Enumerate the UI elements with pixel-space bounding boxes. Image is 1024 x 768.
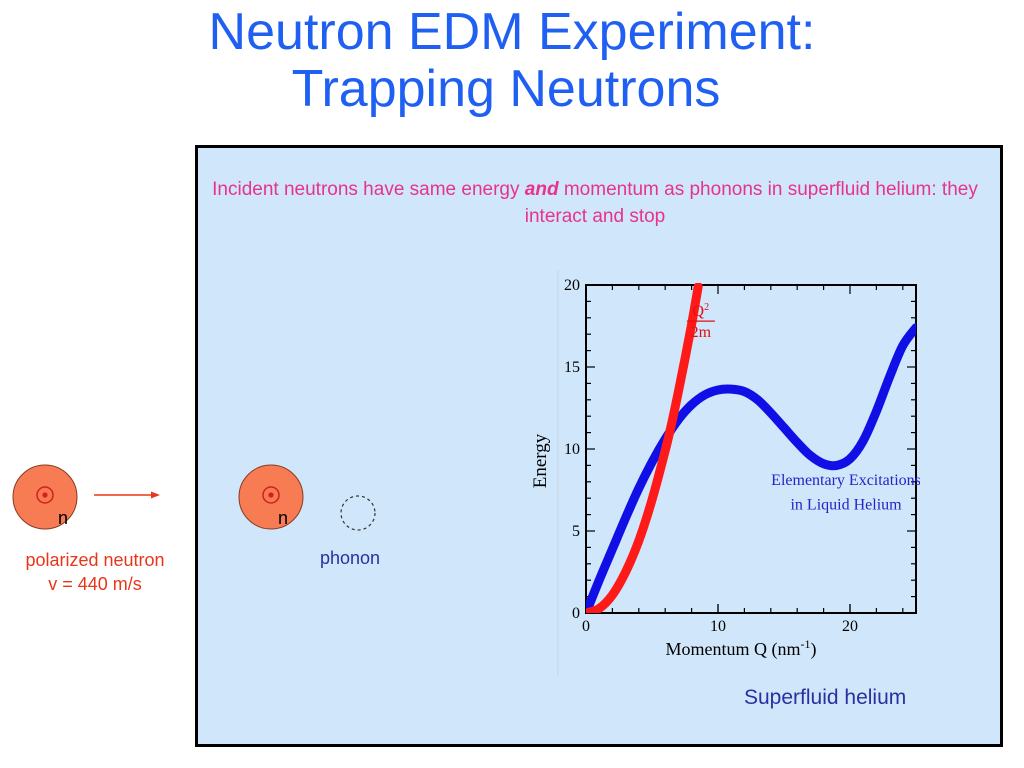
caption-part-2: momentum as phonons in superfluid helium…	[524, 179, 978, 227]
spin-up-icon	[262, 486, 280, 504]
dispersion-chart-svg: 0 5 10 15 20 0 10 20 Momentum Q (nm-1) Energy Q…	[520, 265, 921, 690]
incoming-label-line-1: polarized neutron	[25, 550, 165, 570]
incoming-neutron-label: polarized neutron v = 440 m/s	[0, 548, 190, 596]
y-axis-label: Energy	[530, 433, 551, 488]
x-tick-label: 20	[842, 618, 858, 635]
spin-dot-icon	[268, 492, 274, 498]
x-label-sup: -1	[801, 637, 811, 651]
free-label-numerator: Q2	[693, 302, 710, 320]
caption-emphasis: and	[524, 179, 559, 200]
incoming-neutron-group: n	[12, 464, 160, 530]
stopped-neutron-group: n	[238, 464, 376, 531]
title-line-2: Trapping Neutrons	[291, 60, 721, 118]
x-label-close: )	[811, 639, 817, 660]
x-tick-label: 10	[710, 618, 726, 635]
y-tick-label: 0	[572, 605, 580, 622]
phonon-label: phonon	[320, 548, 381, 568]
velocity-arrow-icon	[151, 491, 160, 499]
phonon-icon	[340, 495, 376, 531]
x-label-main: Momentum Q (nm	[666, 639, 801, 660]
spin-up-icon	[36, 486, 54, 504]
x-axis-label: Momentum Q (nm-1)	[666, 637, 817, 660]
superfluid-helium-label: Superfluid helium	[744, 686, 907, 709]
spin-dot-icon	[42, 492, 48, 498]
y-tick-label: 15	[564, 359, 580, 376]
y-tick-label: 20	[564, 277, 580, 294]
y-tick-label: 5	[572, 523, 580, 540]
caption-part-1: Incident neutrons have same energy	[212, 179, 525, 200]
y-tick-label: 10	[564, 441, 580, 458]
incoming-label-line-2: v = 440 m/s	[48, 574, 142, 594]
incoming-neutron-symbol: n	[58, 508, 68, 528]
x-tick-label: 0	[582, 618, 590, 635]
axis-ticks: 0 5 10 15 20 0 10 20	[564, 277, 916, 635]
annotation-line-2: in Liquid Helium	[790, 497, 902, 514]
title-line-1: Neutron EDM Experiment:	[208, 3, 816, 61]
stopped-neutron-symbol: n	[278, 508, 288, 528]
free-particle-curve	[586, 283, 703, 613]
free-particle-label: Q2 2m	[686, 302, 715, 341]
chart-curves	[586, 283, 916, 613]
annotation-line-1: Elementary Excitations	[771, 472, 920, 489]
free-label-denominator: 2m	[691, 324, 712, 341]
dispersion-chart: 0 5 10 15 20 0 10 20 Momentum Q (nm-1) Energy Q…	[520, 265, 921, 690]
slide-title: Neutron EDM Experiment: Trapping Neutron…	[0, 4, 1024, 118]
panel-caption: Incident neutrons have same energy and m…	[205, 176, 985, 230]
excitation-curve	[586, 323, 916, 613]
